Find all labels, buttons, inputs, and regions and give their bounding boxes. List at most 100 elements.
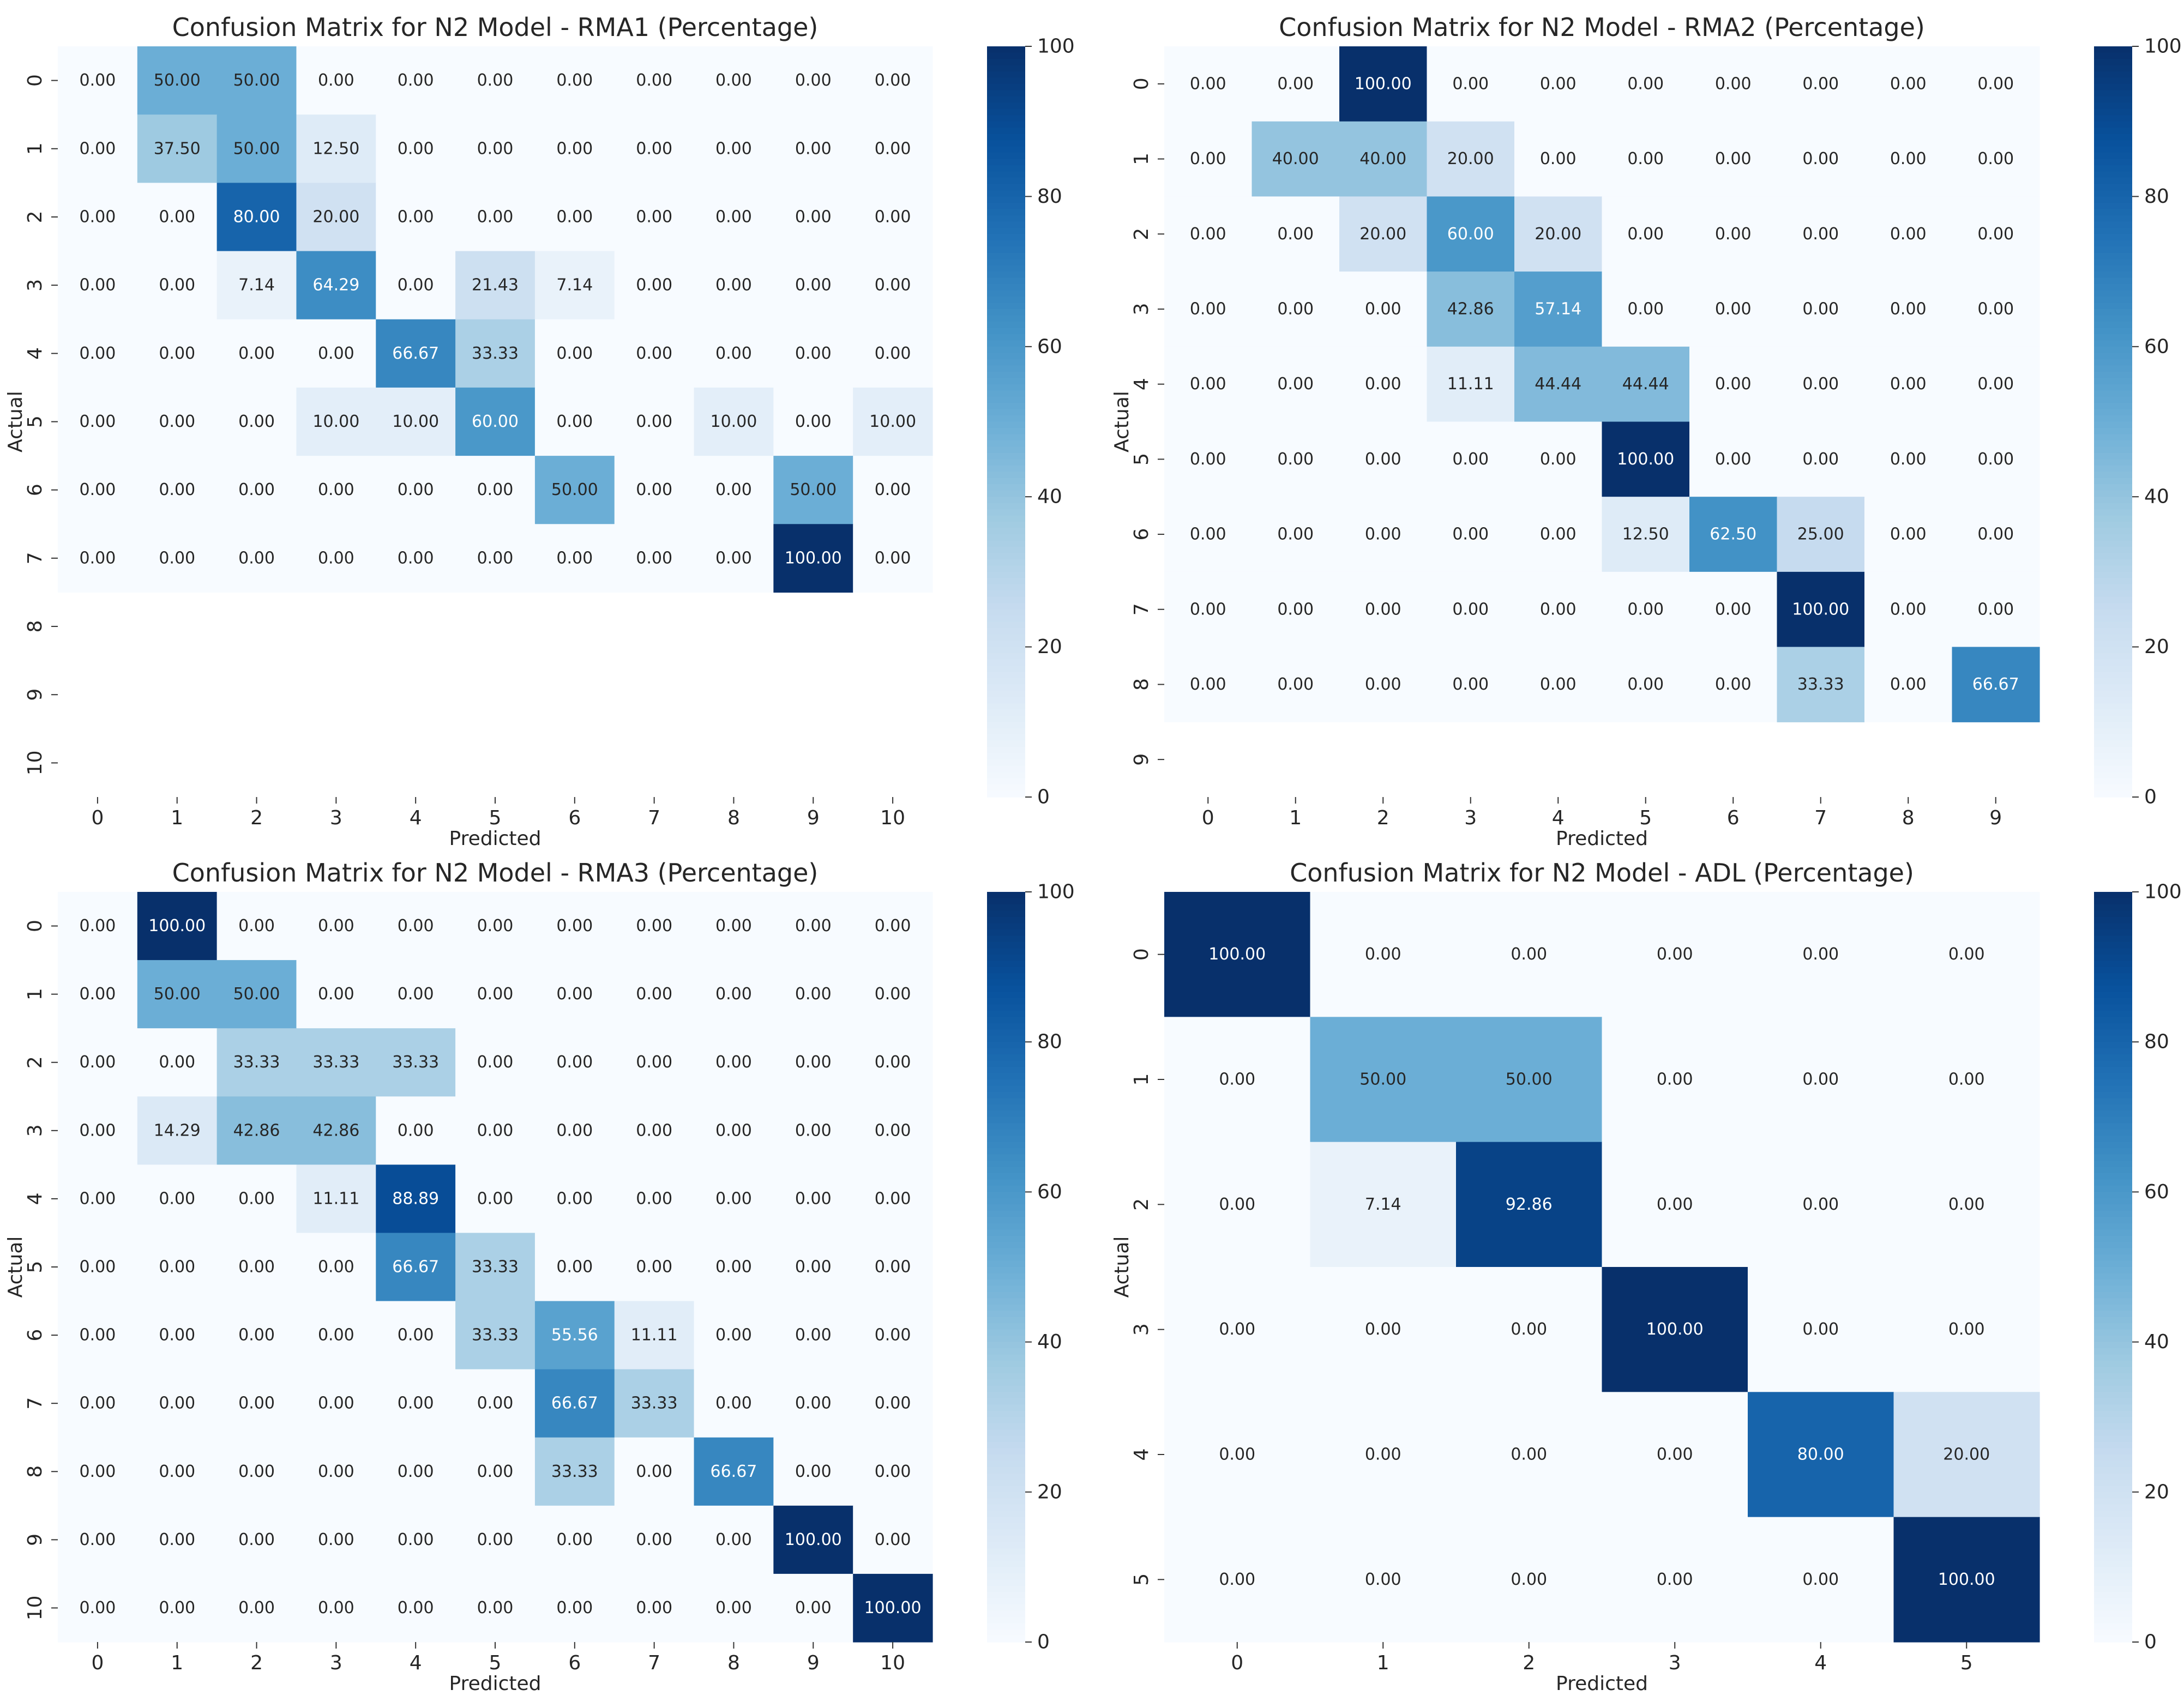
colorbar-segment: [2094, 1279, 2132, 1287]
colorbar-segment: [2094, 440, 2132, 448]
heatmap-cell: [1310, 892, 1457, 1017]
colorbar-segment: [987, 271, 1025, 279]
cell-value-label: 0.00: [1277, 74, 1314, 93]
cell-value-label: 0.00: [715, 1189, 752, 1208]
colorbar-segment: [2094, 1235, 2132, 1242]
cell-value-label: 0.00: [875, 985, 911, 1004]
colorbar-segment: [987, 503, 1025, 510]
colorbar-segment: [987, 1567, 1025, 1574]
colorbar-segment: [987, 559, 1025, 566]
heatmap-cell: [455, 1164, 536, 1234]
cell-value-label: 0.00: [1657, 1195, 1693, 1214]
colorbar-segment: [2094, 121, 2132, 128]
x-tick-label: 5: [489, 1652, 502, 1674]
x-tick-label: 5: [489, 807, 502, 829]
y-axis-label: Actual: [4, 1236, 27, 1298]
heatmap-cell: [1164, 271, 1253, 347]
cell-value-label: 0.00: [477, 916, 514, 936]
colorbar-segment: [2094, 359, 2132, 366]
colorbar-segment: [987, 892, 1025, 899]
cell-value-label: 0.00: [795, 1121, 832, 1140]
colorbar-segment: [987, 309, 1025, 316]
cell-value-label: 0.00: [80, 916, 116, 936]
cell-value-label: 0.00: [556, 985, 593, 1004]
colorbar-segment: [987, 153, 1025, 160]
colorbar-segment: [2094, 1585, 2132, 1593]
colorbar-segment: [2094, 553, 2132, 560]
heatmap-cell: [216, 319, 297, 388]
heatmap-cell: [1748, 1017, 1894, 1143]
cell-value-label: 0.00: [80, 1189, 116, 1208]
colorbar-segment: [2094, 1610, 2132, 1617]
colorbar-segment: [2094, 1554, 2132, 1561]
cell-value-label: 50.00: [233, 71, 280, 90]
colorbar-segment: [2094, 83, 2132, 91]
cell-value-label: 0.00: [1977, 375, 2014, 394]
cell-value-label: 0.00: [238, 412, 275, 431]
heatmap-cell: [1864, 421, 1953, 497]
heatmap-cell: [694, 456, 774, 524]
cell-value-label: 50.00: [154, 71, 201, 90]
colorbar-segment: [2094, 565, 2132, 572]
colorbar-segment: [2094, 509, 2132, 516]
heatmap-cell: [1427, 346, 1515, 423]
colorbar: 0 20 40 60 80 100: [987, 881, 1075, 1653]
cell-value-label: 0.00: [1511, 945, 1547, 964]
heatmap-cell: [58, 1369, 138, 1438]
cell-value-label: 100.00: [148, 916, 206, 936]
colorbar-segment: [2094, 1542, 2132, 1549]
colorbar-segment: [987, 509, 1025, 516]
colorbar-segment: [987, 1185, 1025, 1193]
cell-value-label: 0.00: [556, 412, 593, 431]
colorbar-segment: [987, 108, 1025, 116]
heatmap-cell: [1602, 271, 1690, 347]
heatmap-cell: [1689, 421, 1778, 497]
colorbar-segment: [2094, 772, 2132, 779]
heatmap-cell: [694, 1096, 774, 1165]
heatmap-cell: [1864, 346, 1953, 423]
colorbar-segment: [987, 615, 1025, 623]
colorbar-segment: [2094, 578, 2132, 585]
heatmap-cell: [773, 1164, 853, 1234]
cell-value-label: 0.00: [795, 412, 832, 431]
cell-value-label: 0.00: [1890, 525, 1927, 544]
colorbar-segment: [2094, 478, 2132, 485]
heatmap-cell: [853, 46, 933, 115]
cell-value-label: 0.00: [1802, 1070, 1839, 1089]
heatmap-cell: [1602, 571, 1690, 648]
colorbar-segment: [2094, 1291, 2132, 1299]
colorbar-segment: [987, 590, 1025, 597]
cell-value-label: 0.00: [318, 548, 354, 568]
cell-value-label: 62.50: [1710, 525, 1756, 544]
cell-value-label: 33.33: [472, 344, 519, 363]
colorbar-segment: [987, 1398, 1025, 1405]
cell-value-label: 0.00: [1802, 1570, 1839, 1589]
cell-value-label: 0.00: [875, 1462, 911, 1481]
cell-value-label: 12.50: [1622, 525, 1669, 544]
cell-value-label: 0.00: [477, 548, 514, 568]
colorbar-segment: [987, 672, 1025, 679]
heatmap-panel-1: 0.00 0.00 100.00 0.00 0.00 0.00 0.00 0.00 0.00 0.…: [1111, 13, 2182, 850]
x-tick-label: 10: [880, 1652, 905, 1674]
colorbar-segment: [2094, 547, 2132, 554]
heatmap-cell: [614, 960, 695, 1029]
cell-value-label: 40.00: [1272, 149, 1319, 168]
cell-value-label: 0.00: [1948, 1195, 1985, 1214]
heatmap-cell: [1689, 196, 1778, 272]
heatmap-cell: [376, 1164, 456, 1234]
colorbar-segment: [2094, 986, 2132, 993]
heatmap-cell: [1748, 1142, 1894, 1268]
cell-value-label: 0.00: [1657, 1070, 1693, 1089]
cell-value-label: 0.00: [80, 1053, 116, 1072]
heatmap-cell: [1893, 1392, 2040, 1518]
cell-value-label: 0.00: [1365, 525, 1401, 544]
heatmap-cell: [58, 319, 138, 388]
colorbar-segment: [987, 1161, 1025, 1168]
heatmap-cell: [1689, 571, 1778, 648]
x-tick-label: 2: [250, 807, 263, 829]
heatmap-cell: [376, 1233, 456, 1302]
cell-value-label: 0.00: [398, 916, 434, 936]
colorbar-segment: [987, 252, 1025, 259]
heatmap-cell: [694, 1437, 774, 1506]
cell-value-label: 0.00: [1190, 600, 1226, 619]
